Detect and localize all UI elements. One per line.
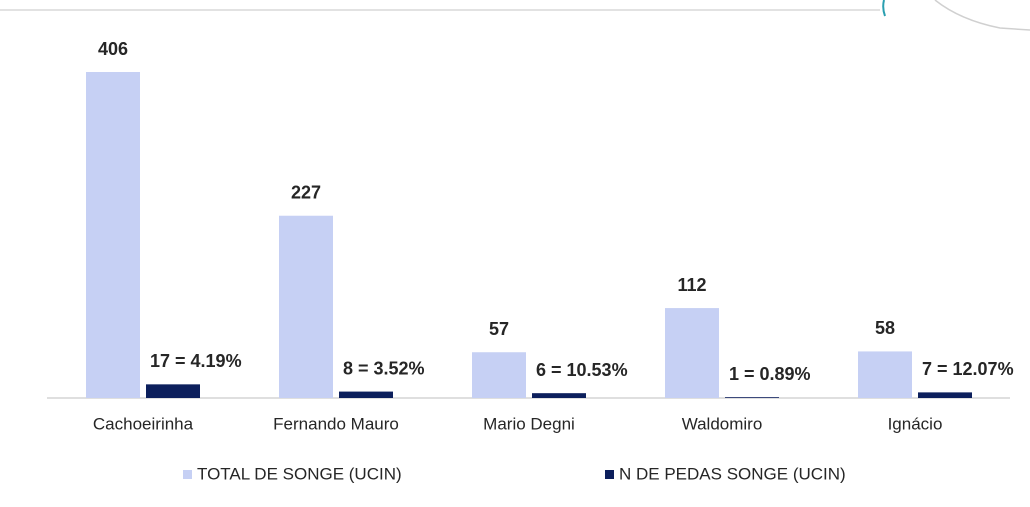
data-label: 406 [98, 39, 128, 59]
bar [339, 391, 393, 398]
legend-label: TOTAL DE SONGE (UCIN) [197, 464, 402, 483]
x-tick-label: Ignácio [888, 414, 943, 433]
bar [472, 352, 526, 398]
bar [858, 351, 912, 398]
bar [146, 384, 200, 398]
bar [279, 215, 333, 398]
x-tick-label: Waldomiro [682, 414, 763, 433]
data-label: 6 = 10.53% [536, 360, 628, 380]
decoration [934, 0, 1030, 31]
data-label: 8 = 3.52% [343, 358, 425, 378]
bar [532, 393, 586, 398]
data-label: 1 = 0.89% [729, 364, 811, 384]
data-label: 7 = 12.07% [922, 359, 1014, 379]
data-label: 58 [875, 318, 895, 338]
x-tick-label: Fernando Mauro [273, 414, 399, 433]
data-label: 227 [291, 182, 321, 202]
legend-label: N DE PEDAS SONGE (UCIN) [619, 464, 846, 483]
bar [725, 397, 779, 398]
data-label: 57 [489, 319, 509, 339]
x-tick-label: Cachoeirinha [93, 414, 194, 433]
legend-swatch [183, 470, 192, 479]
legend-swatch [605, 470, 614, 479]
bar [665, 308, 719, 398]
decoration [882, 0, 886, 17]
data-label: 17 = 4.19% [150, 351, 242, 371]
x-tick-label: Mario Degni [483, 414, 575, 433]
data-label: 112 [677, 275, 706, 295]
bar [918, 392, 972, 398]
bar [86, 72, 140, 398]
